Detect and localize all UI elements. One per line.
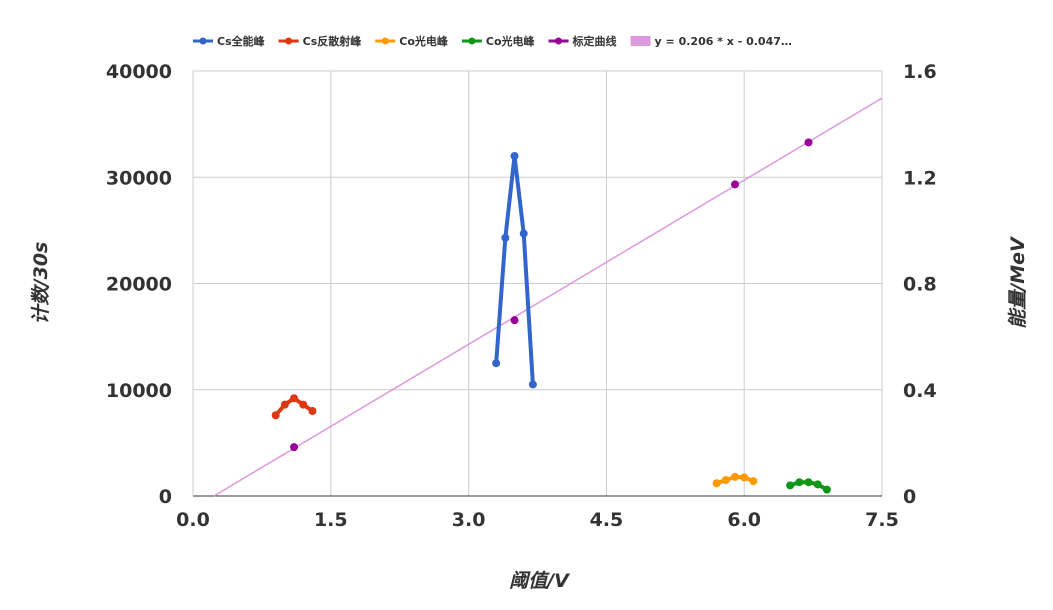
- y-left-tick-label: 40000: [106, 61, 172, 83]
- y-right-tick-label: 1.6: [903, 61, 937, 83]
- y-right-tick-label: 0: [903, 486, 916, 508]
- data-point: [510, 316, 519, 325]
- data-point: [813, 480, 822, 489]
- x-tick-label: 6.0: [727, 509, 761, 531]
- legend-swatch-marker: [468, 37, 476, 45]
- y-left-tick-label: 10000: [106, 380, 172, 402]
- y-left-tick-label: 0: [159, 486, 172, 508]
- y-right-tick-label: 1.2: [903, 167, 937, 189]
- data-point: [528, 380, 537, 389]
- legend-label: Cs全能峰: [217, 34, 266, 48]
- legend-swatch-marker: [285, 37, 293, 45]
- data-point: [519, 229, 528, 238]
- data-point: [795, 478, 804, 487]
- legend-label: Co光电峰: [399, 34, 449, 48]
- trendline: [213, 97, 883, 497]
- legend-swatch-marker: [555, 37, 563, 45]
- data-point: [786, 481, 795, 490]
- x-tick-label: 0.0: [176, 509, 210, 531]
- data-point: [749, 477, 758, 486]
- x-tick-label: 4.5: [590, 509, 624, 531]
- x-tick-label: 1.5: [314, 509, 348, 531]
- legend-label: y = 0.206 * x - 0.047…: [655, 35, 792, 48]
- y-right-tick-label: 0.8: [903, 274, 937, 296]
- legend-swatch-marker: [199, 37, 207, 45]
- data-point: [492, 359, 501, 368]
- data-point: [290, 443, 299, 452]
- series-layer: [271, 138, 831, 494]
- legend: Cs全能峰 Cs反散射峰 Co光电峰 Co光电峰 标定曲线 y = 0.206 * x -…: [193, 34, 792, 48]
- y-axis-left-title: 计数/30s: [30, 242, 52, 325]
- data-point: [804, 478, 813, 487]
- data-point: [308, 407, 317, 415]
- data-point: [721, 476, 730, 485]
- y-left-tick-label: 20000: [106, 274, 172, 296]
- data-point: [822, 485, 831, 494]
- data-point: [510, 152, 519, 160]
- data-point: [731, 472, 740, 481]
- data-point: [804, 138, 813, 147]
- data-point: [271, 411, 280, 420]
- gridlines: [192, 70, 883, 497]
- x-axis-title: 阈值/V: [509, 570, 570, 592]
- y-right-tick-label: 0.4: [903, 380, 937, 402]
- data-point: [280, 400, 289, 409]
- legend-label: 标定曲线: [572, 34, 617, 48]
- tick-labels: 0 10000 20000 30000 40000 0 0.4 0.8 1.2 1.6 0.0 1.5…: [106, 61, 937, 531]
- trendline-layer: [213, 97, 883, 497]
- legend-swatch-marker: [381, 37, 389, 45]
- y-left-tick-label: 30000: [106, 167, 172, 189]
- legend-label: Cs反散射峰: [303, 34, 363, 48]
- legend-label: Co光电峰: [486, 34, 536, 48]
- legend-swatch-box: [630, 36, 651, 46]
- data-point: [731, 180, 740, 189]
- series-line: [494, 154, 535, 387]
- x-tick-label: 3.0: [452, 509, 486, 531]
- x-tick-label: 7.5: [865, 509, 899, 531]
- data-point: [290, 394, 299, 403]
- y-axis-right-title: 能量/MeV: [1007, 236, 1029, 329]
- data-point: [740, 473, 749, 482]
- data-point: [712, 479, 721, 488]
- data-point: [299, 400, 308, 409]
- data-point: [501, 233, 510, 242]
